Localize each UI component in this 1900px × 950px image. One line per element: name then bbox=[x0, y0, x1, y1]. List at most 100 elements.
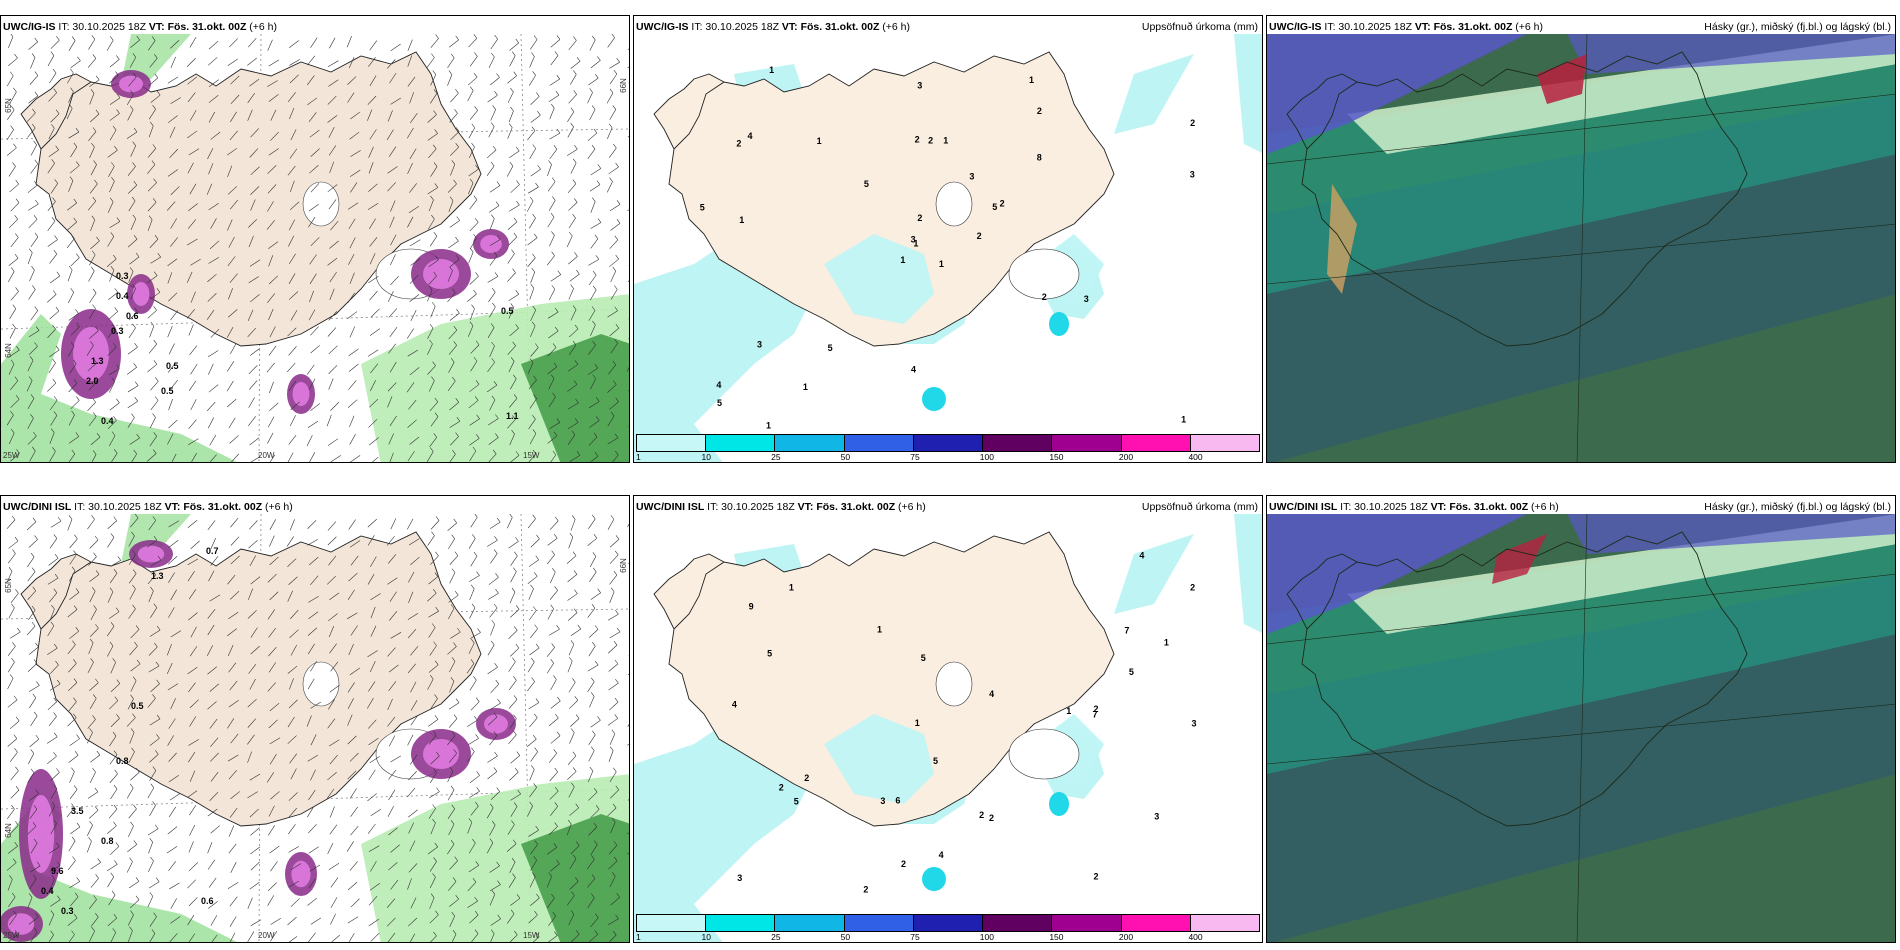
wind-barb bbox=[287, 558, 297, 567]
wind-barb bbox=[609, 729, 616, 745]
wind-barb bbox=[329, 806, 335, 818]
wind-barb bbox=[467, 73, 478, 86]
wind-barb bbox=[169, 379, 178, 390]
wind-barb bbox=[90, 432, 101, 446]
wind-barb bbox=[390, 275, 399, 286]
wind-barb bbox=[128, 531, 135, 547]
wind-barb bbox=[527, 358, 534, 374]
wind-barb bbox=[569, 728, 575, 744]
wind-barb bbox=[487, 663, 498, 675]
wind-barb bbox=[527, 801, 533, 817]
wind-barb bbox=[148, 105, 156, 120]
precip-value-label: 1 bbox=[900, 255, 905, 265]
wind-barb bbox=[289, 40, 299, 48]
wind-barb bbox=[250, 199, 256, 211]
wind-barb bbox=[407, 55, 413, 67]
wind-barb bbox=[590, 840, 598, 855]
wind-barb bbox=[331, 934, 340, 942]
wind-barb bbox=[627, 66, 629, 69]
valid-time: VT: Fös. 31.okt. 00Z bbox=[797, 501, 896, 513]
wind-barb bbox=[49, 447, 56, 462]
wind-barb bbox=[510, 374, 517, 390]
wind-barb bbox=[550, 802, 558, 816]
wind-barb bbox=[208, 900, 218, 909]
wind-barb bbox=[89, 288, 97, 304]
wind-barb bbox=[389, 452, 394, 462]
wind-barb bbox=[69, 734, 80, 746]
wind-barb bbox=[369, 756, 380, 764]
precip-value-label: 2 bbox=[928, 136, 933, 146]
wind-barb bbox=[288, 219, 295, 231]
lat-label: 65N bbox=[3, 578, 13, 593]
wind-barb bbox=[67, 288, 74, 304]
wind-barb bbox=[407, 628, 417, 639]
wind-barb bbox=[308, 309, 316, 321]
wind-barb bbox=[309, 378, 316, 390]
wind-barb bbox=[69, 534, 78, 549]
wind-barb bbox=[389, 72, 397, 84]
wind-barb bbox=[47, 697, 57, 711]
wind-barb bbox=[270, 109, 277, 121]
wind-barb bbox=[150, 396, 159, 411]
wind-barb bbox=[30, 306, 38, 321]
wind-barb bbox=[567, 145, 578, 156]
wind-barb bbox=[130, 284, 136, 300]
wind-barb bbox=[447, 70, 453, 86]
wind-value-label: 0.3 bbox=[61, 906, 74, 916]
wind-barb bbox=[108, 288, 118, 301]
wind-barb bbox=[229, 38, 238, 48]
wind-barb bbox=[429, 641, 437, 656]
wind-barb bbox=[607, 34, 615, 48]
wind-barb bbox=[610, 893, 620, 906]
wind-barb bbox=[206, 401, 216, 412]
wind-barb bbox=[527, 677, 535, 692]
wind-barb bbox=[430, 751, 440, 765]
valid-time: VT: Fös. 31.okt. 00Z bbox=[148, 21, 247, 33]
wind-barb bbox=[208, 79, 219, 87]
wind-barb bbox=[387, 166, 398, 174]
wind-barb bbox=[267, 201, 274, 212]
wind-barb bbox=[30, 140, 37, 156]
precip-value-label: 4 bbox=[732, 699, 737, 709]
wind-barb bbox=[430, 162, 438, 177]
wind-barb bbox=[608, 143, 617, 158]
wind-barb bbox=[469, 771, 480, 784]
wind-barb bbox=[310, 237, 320, 247]
wind-barb bbox=[229, 130, 238, 141]
wind-barb bbox=[149, 714, 161, 726]
wind-barb bbox=[229, 273, 238, 283]
wind-barb bbox=[507, 217, 518, 230]
wind-barb bbox=[67, 605, 78, 618]
wind-barb bbox=[66, 104, 73, 120]
wind-barb bbox=[306, 435, 313, 447]
precip-value-label: 3 bbox=[911, 234, 916, 244]
wind-barb bbox=[109, 769, 118, 784]
wind-barb bbox=[407, 349, 419, 357]
wind-barb bbox=[247, 610, 257, 619]
wind-barb bbox=[329, 684, 340, 693]
wind-barb bbox=[267, 293, 276, 303]
wind-barb bbox=[529, 783, 537, 798]
wind-value-label: 9.6 bbox=[51, 866, 64, 876]
wind-barb bbox=[328, 199, 337, 210]
wind-barb bbox=[347, 735, 357, 745]
wind-barb bbox=[228, 825, 235, 837]
wind-barb bbox=[288, 576, 298, 585]
wind-barb bbox=[147, 892, 154, 908]
wind-barb bbox=[109, 750, 118, 765]
wind-barb bbox=[28, 37, 38, 50]
wind-barb bbox=[249, 773, 261, 781]
wind-barb bbox=[29, 693, 37, 709]
wind-barb bbox=[228, 700, 239, 708]
precip-value-label: 2 bbox=[977, 231, 982, 241]
wind-barb bbox=[609, 200, 621, 212]
precip-area bbox=[1, 314, 237, 462]
wind-barb bbox=[506, 909, 515, 924]
wind-barb bbox=[468, 396, 479, 409]
wind-barb bbox=[467, 896, 478, 908]
wind-barb bbox=[287, 327, 297, 337]
wind-barb bbox=[447, 376, 456, 391]
wind-barb bbox=[190, 399, 197, 411]
wind-barb bbox=[570, 714, 580, 727]
cloud-deep bbox=[1537, 54, 1587, 104]
